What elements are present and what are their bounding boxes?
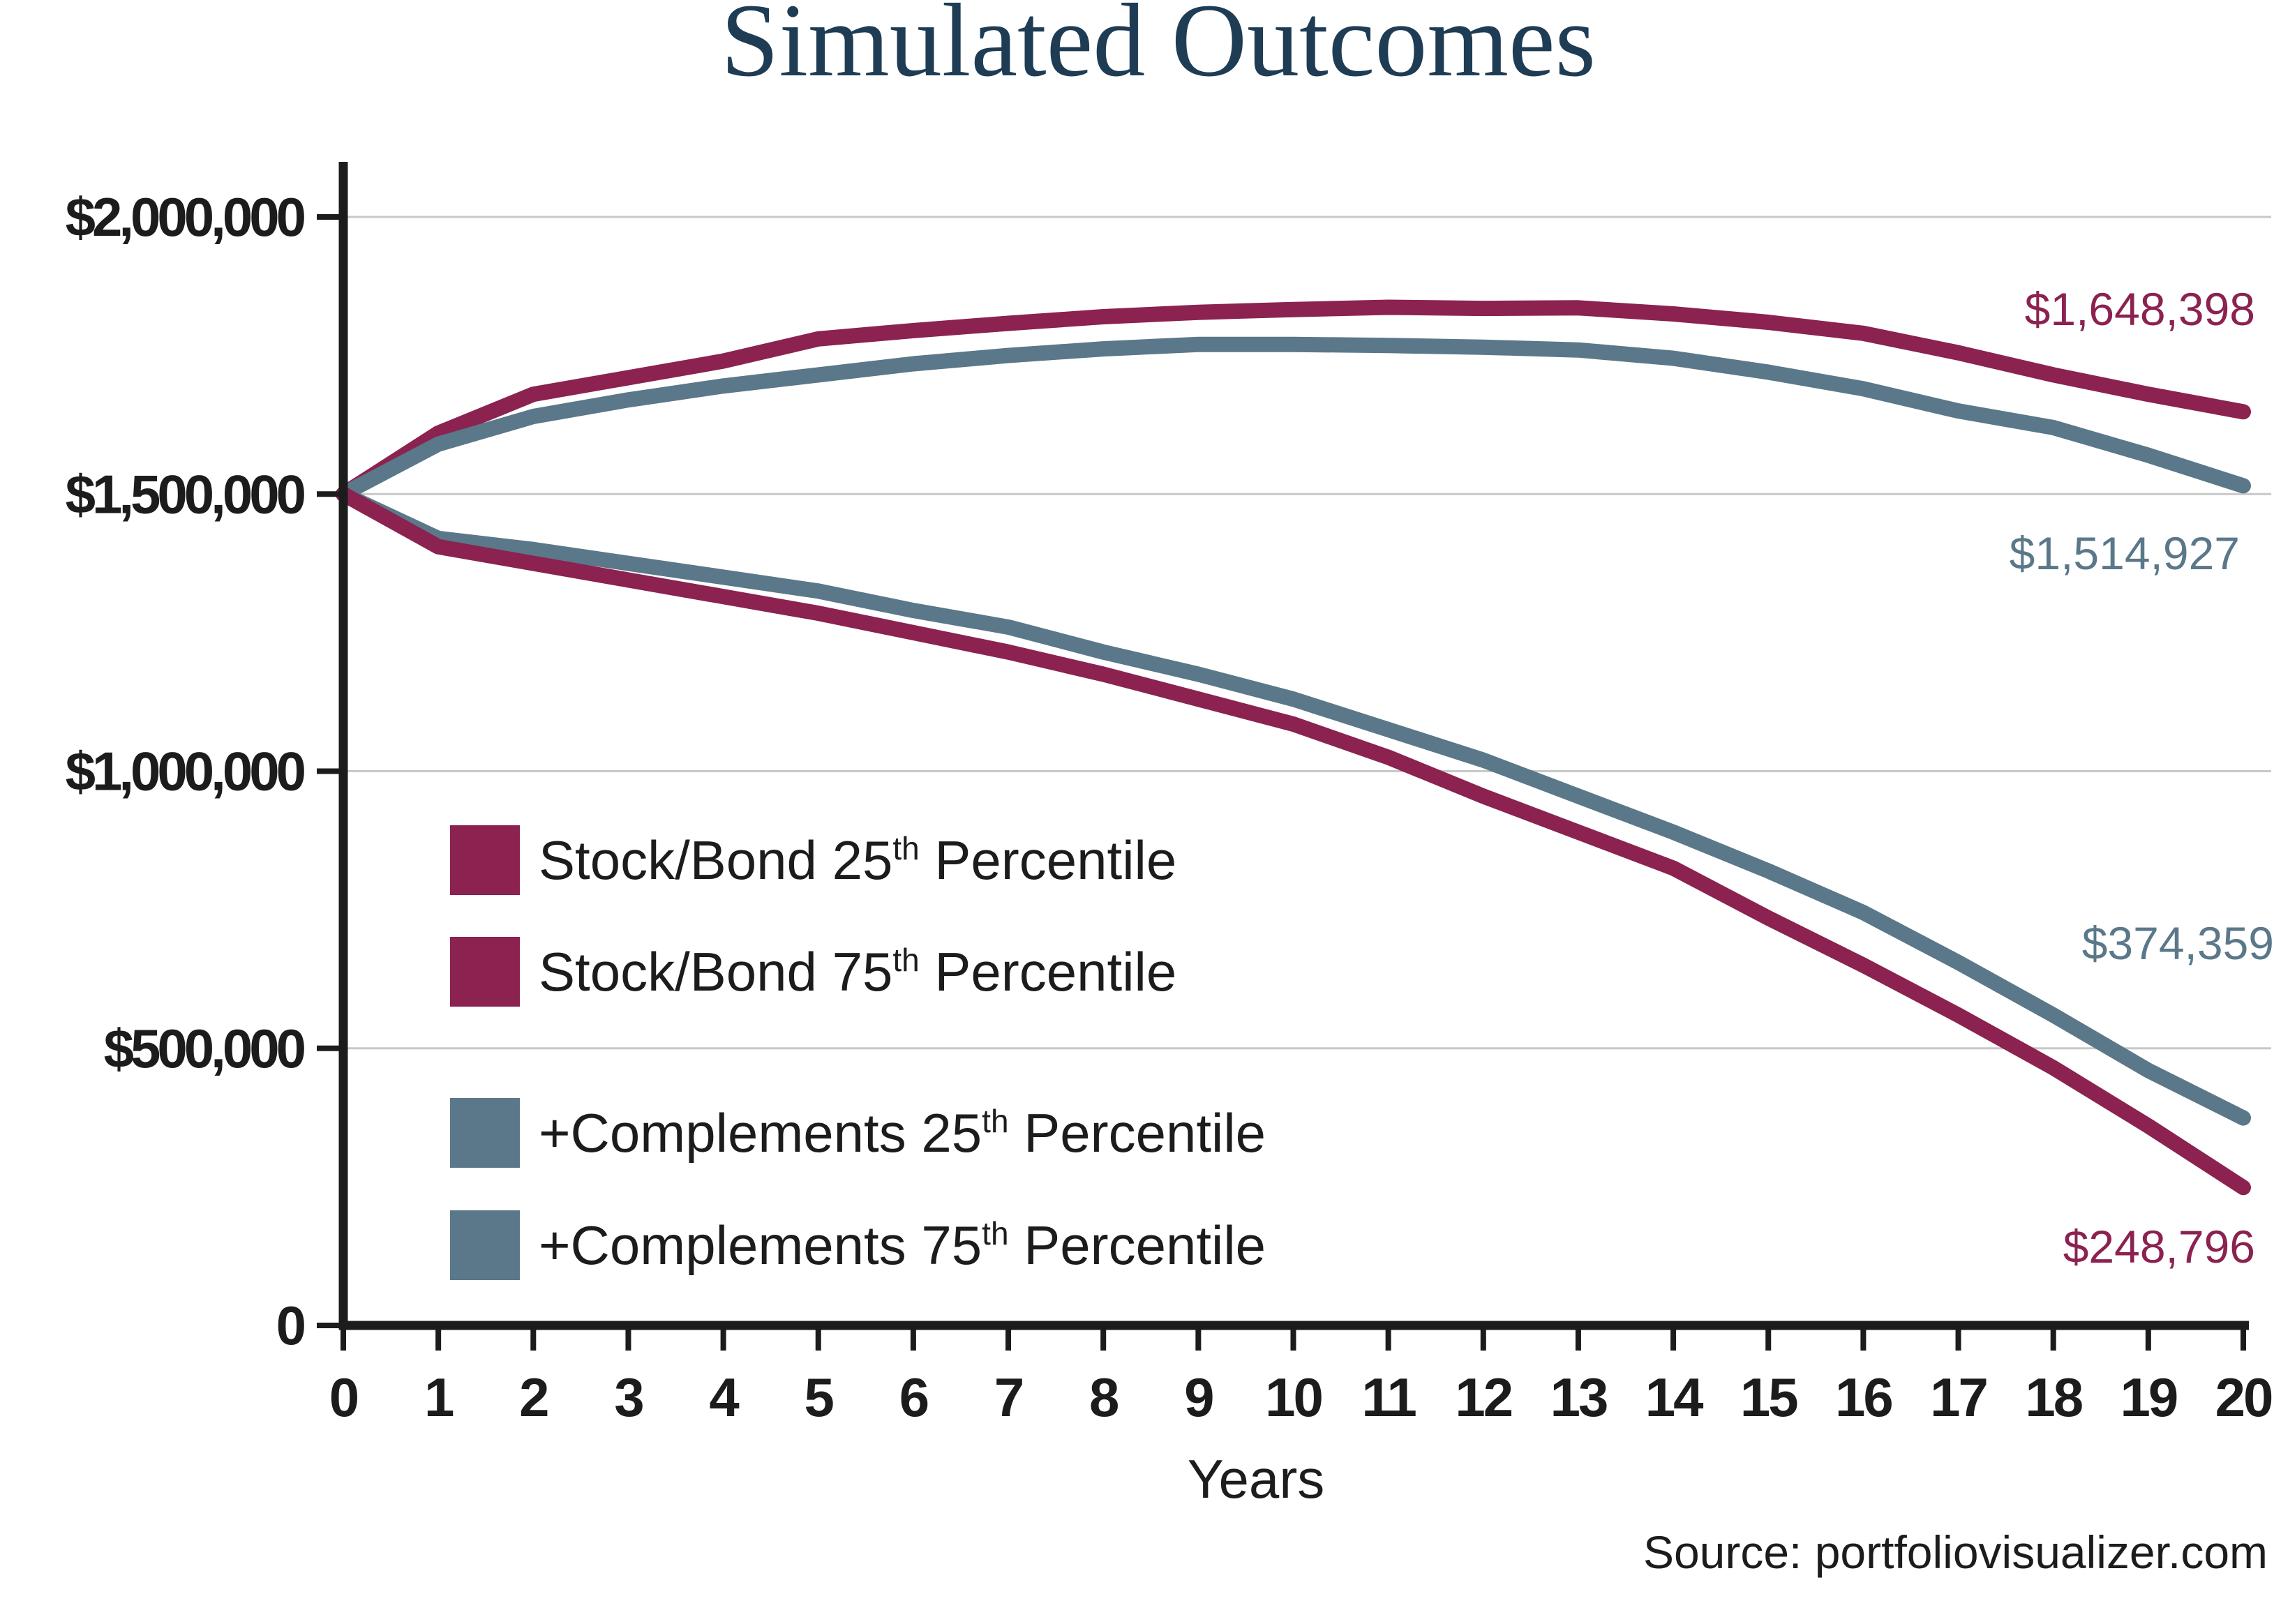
x-tick-label-16: 16 (1835, 1367, 1892, 1428)
series-line-0 (336, 299, 2251, 502)
x-tick-label-0: 0 (329, 1367, 358, 1428)
series-lines (336, 299, 2251, 1196)
series-line-3 (336, 486, 2251, 1196)
legend-swatch-1 (450, 937, 520, 1007)
x-tick-label-13: 13 (1550, 1367, 1607, 1428)
x-tick-label-2: 2 (519, 1367, 548, 1428)
legend-label-3: +Complements 75th Percentile (539, 1215, 1266, 1276)
x-axis-label: Years (1188, 1448, 1325, 1510)
legend-label-1: Stock/Bond 75th Percentile (539, 941, 1176, 1002)
legend-swatch-2 (450, 1098, 520, 1168)
x-tick-label-4: 4 (709, 1367, 739, 1428)
x-tick-label-17: 17 (1930, 1367, 1987, 1428)
y-tick-label-0: 0 (276, 1295, 305, 1356)
x-tick-label-11: 11 (1361, 1367, 1416, 1428)
legend-swatch-3 (450, 1210, 520, 1280)
x-tick-label-6: 6 (899, 1367, 928, 1428)
x-tick-label-5: 5 (805, 1367, 834, 1428)
legend: Stock/Bond 25th Percentile Stock/Bond 75t… (450, 825, 1266, 1280)
x-tick-label-7: 7 (994, 1367, 1022, 1428)
x-tick-label-8: 8 (1089, 1367, 1118, 1428)
grid-lines (343, 216, 2271, 1050)
x-tick-label-14: 14 (1645, 1367, 1703, 1428)
end-value-label-1: $1,514,927 (2010, 527, 2240, 579)
end-value-label-3: $248,796 (2063, 1221, 2255, 1272)
y-tick-label-3: $1,500,000 (66, 463, 305, 525)
end-labels: $1,648,398 $1,514,927 $374,359 $248,796 (2010, 283, 2274, 1272)
y-tick-label-2: $1,000,000 (66, 741, 305, 802)
x-tick-label-3: 3 (614, 1367, 643, 1428)
tick-labels: 0 $500,000 $1,000,000 $1,500,000 $2,000,000 0… (66, 186, 2274, 1428)
x-tick-label-12: 12 (1455, 1367, 1511, 1428)
chart-title: Simulated Outcomes (721, 0, 1596, 98)
y-tick-label-4: $2,000,000 (66, 186, 305, 248)
legend-label-0: Stock/Bond 25th Percentile (539, 829, 1176, 891)
series-line-2 (336, 486, 2251, 1126)
axes (317, 162, 2249, 1351)
end-value-label-2: $374,359 (2082, 917, 2274, 969)
legend-swatch-0 (450, 825, 520, 895)
end-value-label-0: $1,648,398 (2025, 283, 2255, 335)
y-tick-label-1: $500,000 (104, 1018, 305, 1079)
x-tick-label-9: 9 (1184, 1367, 1213, 1428)
x-tick-label-10: 10 (1265, 1367, 1322, 1428)
x-tick-label-20: 20 (2215, 1367, 2272, 1428)
x-tick-label-1: 1 (424, 1367, 454, 1428)
source-note: Source: portfoliovisualizer.com (1643, 1526, 2268, 1578)
x-tick-label-15: 15 (1740, 1367, 1797, 1428)
x-tick-label-19: 19 (2120, 1367, 2176, 1428)
series-line-1 (336, 336, 2251, 502)
x-tick-label-18: 18 (2025, 1367, 2081, 1428)
legend-label-2: +Complements 25th Percentile (539, 1102, 1266, 1164)
